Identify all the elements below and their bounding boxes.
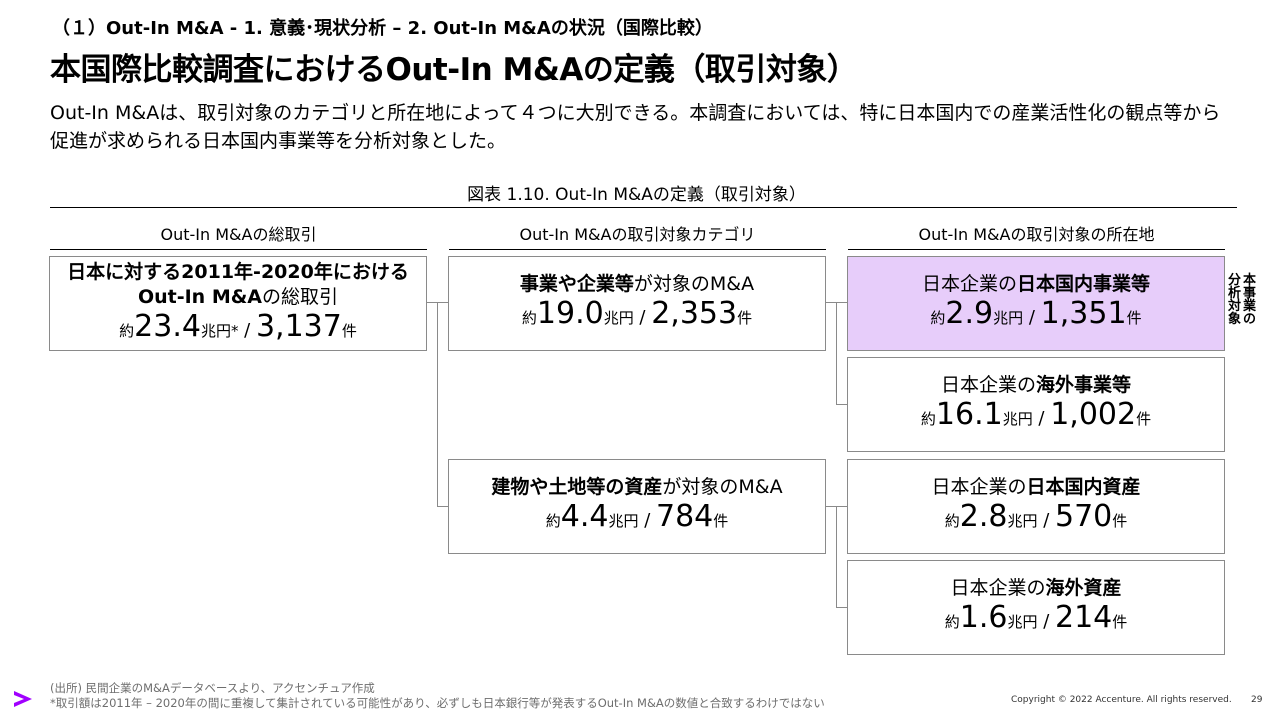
total-label-line1: 日本に対する2011年-2020年における	[67, 260, 409, 283]
location-value: 約2.8兆円 / 570件	[944, 499, 1128, 534]
column-header-location: Out-In M&Aの取引対象の所在地	[848, 221, 1225, 250]
section-heading: （１）Out-In M&A - 1. 意義･現状分析 – 2. Out-In M…	[52, 18, 713, 39]
connector-line	[437, 302, 438, 506]
location-value: 約2.9兆円 / 1,351件	[930, 296, 1142, 331]
location-box-domestic-business: 日本企業の日本国内事業等 約2.9兆円 / 1,351件	[847, 256, 1225, 351]
side-note-column: 分析対象	[1227, 273, 1241, 327]
location-box-overseas-assets: 日本企業の海外資産 約1.6兆円 / 214件	[847, 560, 1225, 655]
location-value: 約1.6兆円 / 214件	[944, 600, 1128, 635]
connector-line	[437, 506, 449, 507]
footnote: *取引額は2011年 – 2020年の間に重複して集計されている可能性があり、必…	[50, 696, 825, 710]
column-header-total: Out-In M&Aの総取引	[50, 221, 427, 250]
location-box-overseas-business: 日本企業の海外事業等 約16.1兆円 / 1,002件	[847, 357, 1225, 452]
connector-line	[427, 302, 437, 303]
source-note: (出所) 民間企業のM&Aデータベースより、アクセンチュア作成	[50, 681, 375, 695]
location-label: 日本企業の海外事業等	[940, 374, 1132, 396]
connector-line	[836, 302, 848, 303]
connector-line	[836, 506, 837, 607]
location-value: 約16.1兆円 / 1,002件	[920, 397, 1152, 432]
side-note-column: 本事業の	[1242, 273, 1256, 327]
connector-line	[836, 404, 848, 405]
copyright: Copyright © 2022 Accenture. All rights r…	[1011, 695, 1232, 705]
total-label-line2: Out-In M&Aの総取引	[137, 285, 339, 308]
location-label: 日本企業の日本国内資産	[931, 476, 1141, 498]
accenture-logo-icon	[12, 688, 34, 714]
category-box-assets: 建物や土地等の資産が対象のM&A 約4.4兆円 / 784件	[448, 459, 826, 554]
lead-paragraph: Out-In M&Aは、取引対象のカテゴリと所在地によって４つに大別できる。本調…	[50, 102, 1221, 152]
page-number: 29	[1251, 695, 1263, 705]
category-label: 建物や土地等の資産が対象のM&A	[491, 476, 783, 498]
page-title: 本国際比較調査におけるOut-In M&Aの定義（取引対象）	[50, 52, 858, 88]
connector-line	[836, 302, 837, 404]
category-box-business: 事業や企業等が対象のM&A 約19.0兆円 / 2,353件	[448, 256, 826, 351]
category-value: 約19.0兆円 / 2,353件	[521, 296, 753, 331]
total-value: 約23.4兆円* / 3,137件	[119, 308, 357, 344]
location-label: 日本企業の日本国内事業等	[921, 273, 1151, 295]
category-value: 約4.4兆円 / 784件	[545, 499, 729, 534]
connector-line	[437, 302, 449, 303]
analysis-target-note: 分析対象本事業の	[1227, 274, 1265, 326]
connector-line	[836, 607, 848, 608]
connector-line	[836, 506, 848, 507]
connector-line	[826, 302, 836, 303]
total-box: 日本に対する2011年-2020年における Out-In M&Aの総取引 約23…	[49, 256, 427, 351]
column-header-category: Out-In M&Aの取引対象カテゴリ	[449, 221, 826, 250]
figure-rule	[50, 207, 1237, 208]
location-label: 日本企業の海外資産	[950, 577, 1122, 599]
footer-source: (出所) 民間企業のM&Aデータベースより、アクセンチュア作成 *取引額は201…	[50, 681, 825, 711]
location-box-domestic-assets: 日本企業の日本国内資産 約2.8兆円 / 570件	[847, 459, 1225, 554]
category-label: 事業や企業等が対象のM&A	[519, 273, 755, 295]
figure-title: 図表 1.10. Out-In M&Aの定義（取引対象）	[467, 185, 806, 205]
connector-line	[826, 506, 836, 507]
